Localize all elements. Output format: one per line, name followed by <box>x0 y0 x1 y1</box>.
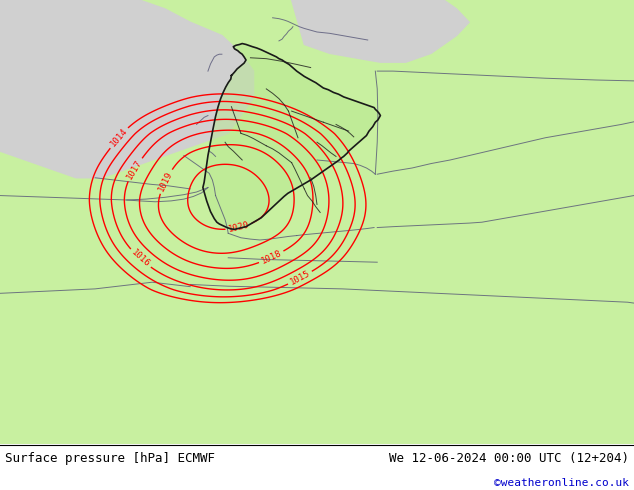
Text: 1016: 1016 <box>129 248 152 269</box>
Text: 1017: 1017 <box>125 158 144 181</box>
Text: We 12-06-2024 00:00 UTC (12+204): We 12-06-2024 00:00 UTC (12+204) <box>389 452 629 465</box>
Text: ©weatheronline.co.uk: ©weatheronline.co.uk <box>494 478 629 488</box>
Polygon shape <box>203 44 380 229</box>
Polygon shape <box>101 133 120 151</box>
Text: Surface pressure [hPa] ECMWF: Surface pressure [hPa] ECMWF <box>5 452 215 465</box>
Polygon shape <box>127 98 146 116</box>
Polygon shape <box>89 107 114 124</box>
Polygon shape <box>292 0 469 62</box>
Polygon shape <box>146 89 165 107</box>
Text: 1019: 1019 <box>157 170 174 193</box>
Text: 1018: 1018 <box>260 248 283 266</box>
Polygon shape <box>0 0 254 178</box>
Text: 1014: 1014 <box>108 126 129 149</box>
Text: 1020: 1020 <box>228 220 250 234</box>
Text: 1015: 1015 <box>288 269 312 287</box>
